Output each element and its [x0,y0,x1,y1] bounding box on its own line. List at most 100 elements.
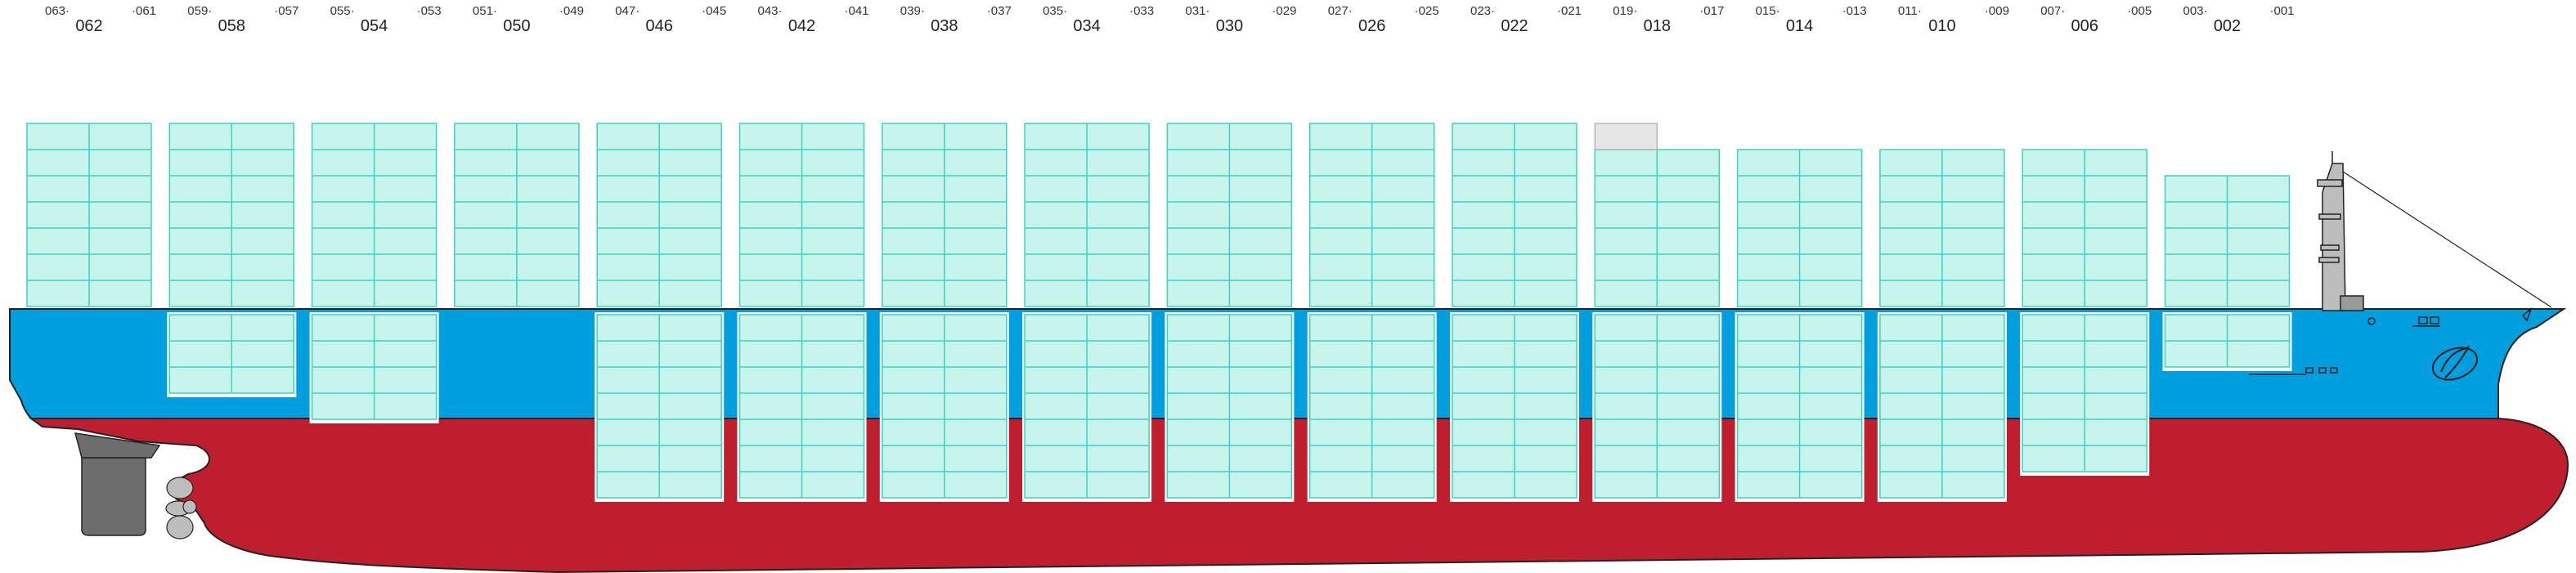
bay-code: 038 [931,17,958,35]
hold-stack [738,314,865,499]
bay-left-code: 051· [473,4,497,18]
bay-code: 050 [503,17,530,35]
bay-062[interactable]: 063· ·061 062 [26,4,156,307]
bay-046[interactable]: 047· ·045 046 [595,4,726,502]
bay-right-code: ·049 [559,4,584,18]
deck-stack [1308,123,1435,307]
bay-right-code: ·009 [1985,4,2009,18]
bay-018[interactable]: 019· ·017 018 [1592,4,1724,502]
hull-bottom [28,418,2569,573]
hold-stack [1879,314,2005,499]
bay-right-code: ·029 [1272,4,1296,18]
bay-code: 006 [2071,17,2098,35]
deck-stack [882,123,1008,307]
bay-left-code: 007· [2040,4,2065,18]
bay-left-code: 011· [1898,4,1922,18]
bay-left-code: 047· [615,4,640,18]
bay-right-code: ·041 [845,4,869,18]
bay-left-code: 063· [45,4,70,18]
bay-code: 062 [75,17,102,35]
foremast [2317,151,2552,311]
bay-042[interactable]: 043· ·041 042 [737,4,869,502]
bay-code: 046 [646,17,673,35]
bay-left-code: 039· [900,4,925,18]
rudder-stock [74,432,161,459]
deck-stack [2022,149,2147,307]
bay-left-code: 043· [758,4,783,18]
bay-code: 014 [1786,17,1813,35]
bay-left-code: 059· [187,4,212,18]
bay-right-code: ·033 [1129,4,1154,18]
bay-right-code: ·045 [702,4,726,18]
hold-stack [311,314,438,420]
bay-right-code: ·001 [2270,4,2295,18]
hold-stack [882,314,1008,499]
hold-stack [2164,314,2291,368]
deck-stack [311,123,438,307]
bay-014[interactable]: 015· ·013 014 [1735,4,1867,502]
bay-code: 010 [1928,17,1955,35]
bay-code: 054 [361,17,388,35]
bulbous-bow-logo [2431,346,2479,381]
bay-left-code: 055· [330,4,355,18]
hold-stack [1024,314,1150,499]
deck-stack [1736,149,1863,307]
bay-left-code: 015· [1756,4,1780,18]
bay-code: 058 [218,17,245,35]
deck-stack [1879,149,2005,307]
bay-right-code: ·021 [1557,4,1582,18]
bay-code: 018 [1644,17,1671,35]
bay-058[interactable]: 059· ·057 058 [167,4,298,397]
bay-034[interactable]: 035· ·033 034 [1022,4,1154,502]
bay-right-code: ·061 [132,4,156,18]
deck-stack [454,123,580,307]
bay-right-code: ·037 [987,4,1012,18]
bow-markings [2249,307,2533,375]
deck-stack [168,123,295,307]
rudder [81,457,146,536]
bay-code: 002 [2214,17,2241,35]
hold-stack [1166,314,1293,499]
deck-stack [1024,123,1150,307]
hold-stack [1308,314,1435,499]
deck-stack [1452,123,1577,307]
bay-050[interactable]: 051· ·049 050 [454,4,584,307]
bay-right-code: ·053 [417,4,442,18]
deck-stack [2164,175,2291,307]
bay-010[interactable]: 011· ·009 010 [1877,4,2009,502]
bay-left-code: 003· [2183,4,2208,18]
hold-stack [596,314,722,499]
bay-030[interactable]: 031· ·029 030 [1165,4,1296,502]
bay-002[interactable]: 003· ·001 002 [2162,4,2295,371]
bay-right-code: ·017 [1699,4,1724,18]
hold-stack [1594,314,1721,499]
bay-left-code: 035· [1043,4,1067,18]
bay-code: 026 [1358,17,1385,35]
bay-054[interactable]: 055· ·053 054 [309,4,442,423]
deck-stack [26,123,152,307]
empty-slot [1594,123,1658,150]
propeller [165,477,197,539]
bay-left-code: 031· [1185,4,1209,18]
bay-left-code: 023· [1470,4,1495,18]
hold-stack [1736,314,1863,499]
bay-022[interactable]: 023· ·021 022 [1450,4,1582,502]
hold-stack [1452,314,1577,499]
bay-026[interactable]: 027· ·025 026 [1307,4,1439,502]
bay-006[interactable]: 007· ·005 006 [2020,4,2152,476]
container-bays: 063· ·061 062 059· ·057 058 055· ·053 054 051· ·04… [26,4,2295,502]
deck-stack [738,123,865,307]
bay-right-code: ·057 [274,4,298,18]
bay-left-code: 019· [1613,4,1637,18]
bay-038[interactable]: 039· ·037 038 [879,4,1012,502]
hold-stack [2022,314,2147,472]
hold-stack [168,314,295,394]
deck-stack [1594,149,1721,307]
bay-code: 030 [1216,17,1243,35]
bay-code: 022 [1501,17,1528,35]
bay-code: 034 [1073,17,1100,35]
bay-right-code: ·013 [1842,4,1867,18]
bay-code: 042 [788,17,815,35]
deck-stack [1166,123,1293,307]
